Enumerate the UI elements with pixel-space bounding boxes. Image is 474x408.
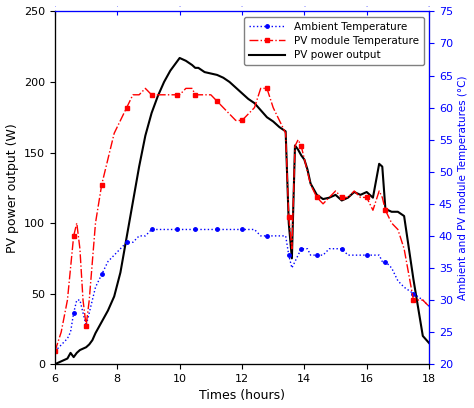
PV power output <box>52 362 58 367</box>
Y-axis label: PV power output (W): PV power output (W) <box>6 123 18 253</box>
X-axis label: Times (hours): Times (hours) <box>199 390 285 402</box>
PV power output <box>177 55 182 60</box>
Ambient Temperature <box>52 349 58 354</box>
PV power output <box>149 111 155 115</box>
Legend: Ambient Temperature, PV module Temperature, PV power output: Ambient Temperature, PV module Temperatu… <box>244 17 424 65</box>
PV power output <box>283 129 289 134</box>
PV module Temperature <box>283 131 289 136</box>
PV module Temperature <box>143 86 148 91</box>
PV module Temperature <box>233 118 238 123</box>
Line: PV power output: PV power output <box>55 58 429 364</box>
Line: Ambient Temperature: Ambient Temperature <box>53 228 431 353</box>
Y-axis label: Ambient and PV module Temperatures (°C): Ambient and PV module Temperatures (°C) <box>458 75 468 300</box>
PV power output <box>426 341 432 346</box>
Line: PV module Temperature: PV module Temperature <box>53 86 431 353</box>
PV module Temperature <box>155 92 161 97</box>
Ambient Temperature <box>283 233 289 238</box>
PV power output <box>64 356 70 361</box>
PV power output <box>327 195 332 200</box>
PV module Temperature <box>64 297 70 302</box>
Ambient Temperature <box>149 227 155 232</box>
PV module Temperature <box>426 304 432 309</box>
Ambient Temperature <box>401 285 407 290</box>
Ambient Temperature <box>233 227 238 232</box>
PV module Temperature <box>327 195 332 200</box>
Ambient Temperature <box>327 246 332 251</box>
PV module Temperature <box>52 349 58 354</box>
PV power output <box>233 85 238 90</box>
Ambient Temperature <box>64 336 70 341</box>
Ambient Temperature <box>155 227 161 232</box>
PV module Temperature <box>401 246 407 251</box>
Ambient Temperature <box>426 304 432 309</box>
PV power output <box>401 213 407 218</box>
